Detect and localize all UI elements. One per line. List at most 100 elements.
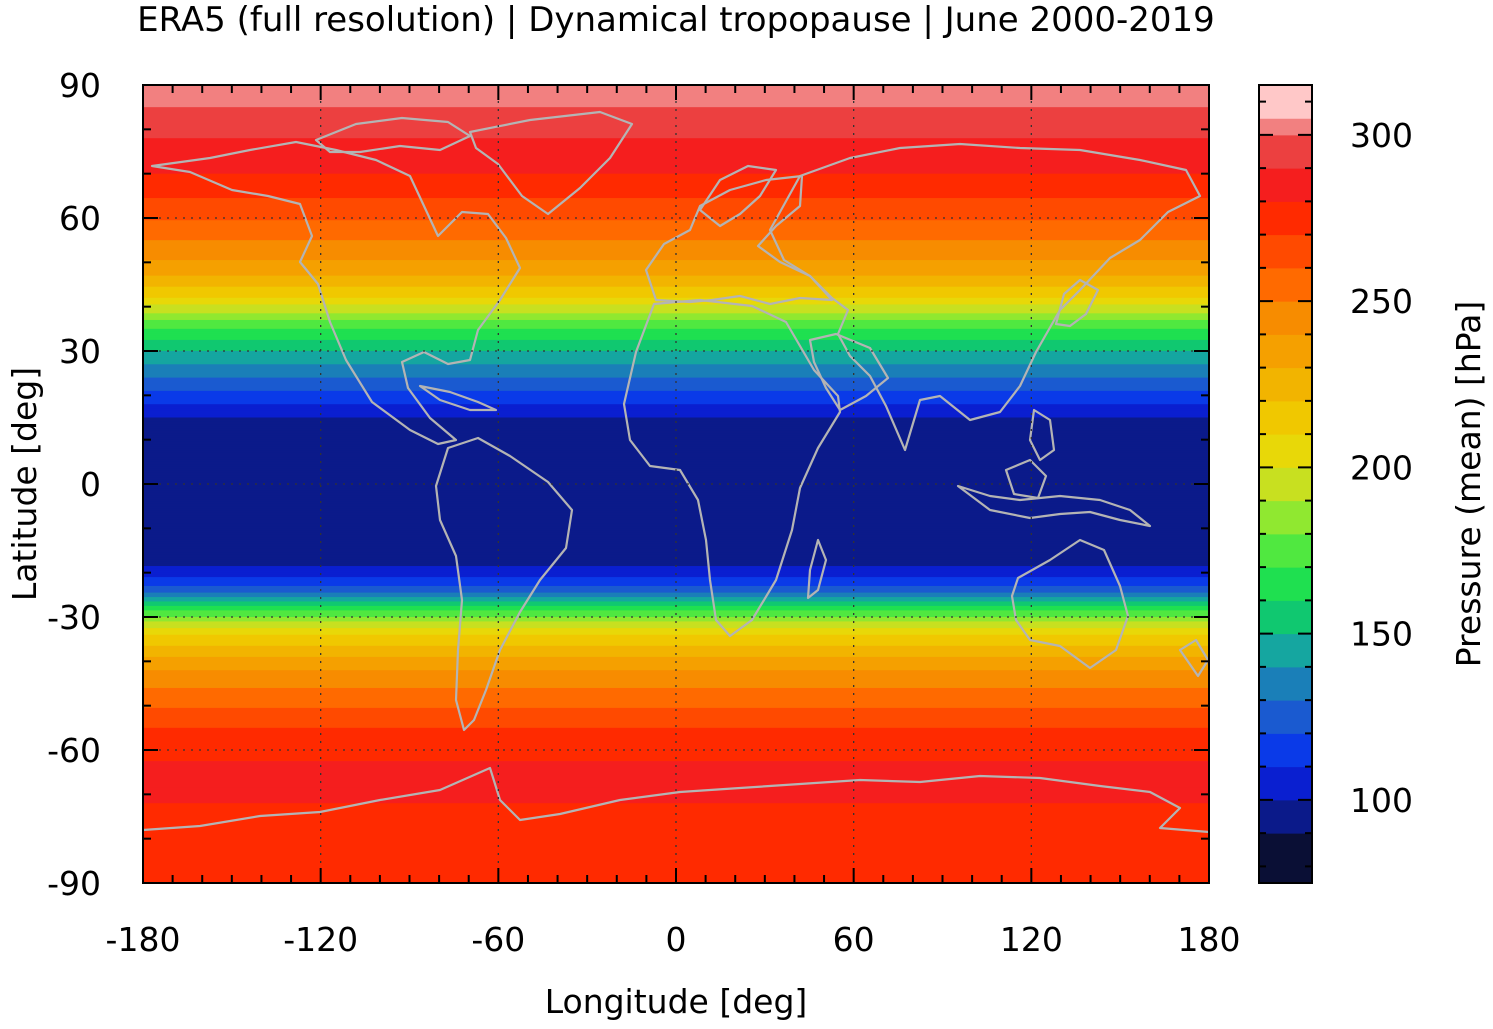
x-tick-label: 180 — [1178, 920, 1241, 959]
field-strip — [143, 118, 1209, 122]
colorbar-swatch — [1259, 400, 1312, 435]
field-strip — [143, 406, 1209, 410]
field-strip — [143, 470, 1209, 474]
colorbar-tick-label: 100 — [1350, 781, 1413, 820]
field-strip — [143, 313, 1209, 317]
field-strip — [143, 311, 1209, 314]
field-strip — [143, 506, 1209, 509]
y-tick-label: -90 — [47, 864, 101, 903]
field-strip — [143, 530, 1209, 534]
field-strip — [143, 865, 1209, 869]
field-strip — [143, 725, 1209, 729]
field-strip — [143, 255, 1209, 259]
field-strip — [143, 832, 1209, 835]
y-tick-label: -60 — [47, 731, 101, 770]
field-strip — [143, 328, 1209, 332]
field-strip — [143, 809, 1209, 813]
field-strip — [143, 390, 1209, 394]
colorbar-swatch — [1259, 367, 1312, 402]
field-strip — [143, 286, 1209, 290]
field-strip — [143, 794, 1209, 798]
x-tick-label: 0 — [666, 920, 687, 959]
field-strip — [143, 366, 1209, 370]
field-strip — [143, 727, 1209, 731]
field-strip — [143, 696, 1209, 700]
field-strip — [143, 224, 1209, 228]
field-strip — [143, 222, 1209, 226]
field-strip — [143, 774, 1209, 778]
field-strip — [143, 849, 1209, 853]
field-strip — [143, 499, 1209, 503]
colorbar-tick-label: 200 — [1350, 448, 1413, 487]
colorbar-swatch — [1259, 334, 1312, 369]
field-strip — [143, 160, 1209, 164]
field-strip — [143, 687, 1209, 691]
y-tick-labels: 90 60 30 0 -30 -60 -90 — [47, 66, 101, 903]
field-strip — [143, 251, 1209, 255]
field-strip — [143, 694, 1209, 698]
field-strip — [143, 169, 1209, 173]
field-strip — [143, 158, 1209, 161]
field-strip — [143, 823, 1209, 826]
field-strip — [143, 104, 1209, 108]
field-strip — [143, 827, 1209, 831]
field-strip — [143, 322, 1209, 325]
field-strip — [143, 566, 1209, 569]
field-strip — [143, 237, 1209, 241]
coastline-antarctica — [143, 766, 1209, 834]
field-strip — [143, 335, 1209, 339]
field-strip — [143, 681, 1209, 685]
x-tick-label: 60 — [833, 920, 875, 959]
field-strip — [143, 131, 1209, 135]
field-strip — [143, 526, 1209, 529]
field-strip — [143, 479, 1209, 483]
coastline-greenland — [468, 110, 634, 216]
field-strip — [143, 541, 1209, 545]
field-strip — [143, 665, 1209, 669]
field-strip — [143, 718, 1209, 722]
field-strip — [143, 415, 1209, 419]
field-strip — [143, 435, 1209, 439]
field-strip — [143, 561, 1209, 565]
coastline-arctic-islands — [314, 116, 472, 154]
coastline-japan — [1054, 278, 1100, 328]
colorbar-tick-label: 250 — [1350, 282, 1413, 321]
coastline-madagascar — [806, 538, 828, 600]
field-strip — [143, 843, 1209, 846]
field-strip — [143, 277, 1209, 281]
field-strip — [143, 357, 1209, 361]
coastline-asia — [768, 142, 1202, 452]
colorbar-tick-labels: 100 150 200 250 300 — [1350, 116, 1413, 820]
field-strip — [143, 178, 1209, 181]
colorbar-swatch — [1259, 700, 1312, 734]
field-strip — [143, 710, 1209, 713]
field-strip — [143, 337, 1209, 341]
field-strip — [143, 102, 1209, 106]
field-strip — [143, 754, 1209, 758]
colorbar-swatch — [1259, 799, 1312, 834]
field-strip — [143, 614, 1209, 618]
y-tick-label: -30 — [47, 598, 101, 637]
field-strip — [143, 592, 1209, 596]
field-strip — [143, 353, 1209, 357]
field-strip — [143, 326, 1209, 330]
coastline-overlay — [143, 110, 1209, 834]
field-strip — [143, 712, 1209, 716]
field-strip — [143, 800, 1209, 804]
field-strip — [143, 807, 1209, 811]
field-strip — [143, 789, 1209, 793]
field-strip — [143, 481, 1209, 485]
field-strip — [143, 466, 1209, 470]
field-strip — [143, 574, 1209, 578]
field-strip — [143, 554, 1209, 558]
field-strip — [143, 734, 1209, 738]
coastline-africa — [622, 298, 842, 638]
field-strip — [143, 641, 1209, 645]
field-strip — [143, 840, 1209, 844]
field-strip — [143, 446, 1209, 450]
field-strip — [143, 798, 1209, 802]
field-strip — [143, 648, 1209, 651]
x-tick-labels: -180 -120 -60 0 60 120 180 — [106, 920, 1241, 959]
field-strip — [143, 295, 1209, 299]
field-strip — [143, 226, 1209, 230]
